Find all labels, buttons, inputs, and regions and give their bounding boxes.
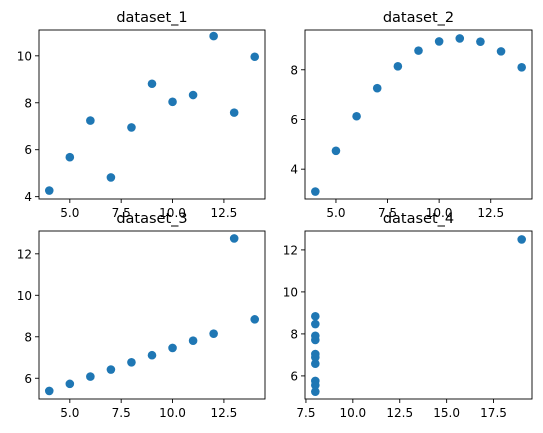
- subplot-3: dataset_3 5.0 7.5 10.0 12.5 6 8 10 12: [17, 211, 266, 420]
- subplot-4-x-tick-label: 12.5: [386, 406, 413, 420]
- subplot-4: dataset_4 7.5 10.0 12.5 15.0 17.5 6 8 10 12: [283, 211, 533, 420]
- subplot-4-data-point: [311, 359, 320, 369]
- subplot-2-y-tick-label: 8: [290, 63, 298, 77]
- subplot-1-data-point: [86, 116, 95, 125]
- subplot-4-data-point: [311, 352, 320, 362]
- subplot-4-data-point: [311, 380, 320, 390]
- subplot-1-x-tick-label: 7.5: [112, 206, 131, 220]
- subplot-1-data-point: [188, 90, 198, 100]
- subplot-4-data-point: [517, 235, 526, 244]
- subplot-3-data-point: [250, 315, 260, 324]
- subplot-4-data-point: [311, 311, 320, 321]
- subplot-4-x-tick-label: 10.0: [339, 406, 366, 420]
- subplot-2-data-point: [496, 47, 506, 56]
- subplot-2-x-tick-label: 10.0: [426, 206, 453, 220]
- subplot-3-y-tick-label: 10: [17, 289, 32, 303]
- subplot-3-y-tick-label: 8: [24, 330, 32, 344]
- subplot-3-data-point: [188, 336, 198, 346]
- subplot-3-data-point: [44, 386, 54, 396]
- subplot-1-data-point: [250, 52, 260, 62]
- subplot-2: dataset_2 5.0 7.5 10.0 12.5 4 6 8: [290, 10, 533, 220]
- subplot-2-data-point: [517, 62, 526, 72]
- subplot-3-axes-frame: [38, 230, 266, 400]
- subplot-3-data-point: [106, 365, 116, 374]
- subplot-1: dataset_1 5.0 7.5 10.0 12.5 4 6 8 10: [17, 10, 266, 220]
- subplot-1-data-point: [44, 186, 54, 195]
- subplot-1-y-tick-label: 4: [24, 190, 32, 204]
- subplot-4-data-point: [311, 331, 320, 341]
- subplot-4-y-tick-label: 6: [290, 369, 298, 383]
- subplot-3-y-tick-label: 12: [17, 247, 32, 261]
- subplot-1-y-tick-label: 8: [24, 96, 32, 110]
- subplot-1-data-point: [106, 173, 116, 182]
- subplot-4-x-tick-label: 17.5: [480, 406, 507, 420]
- subplot-1-x-tick-label: 5.0: [60, 206, 79, 220]
- subplot-4-title: dataset_4: [383, 211, 454, 227]
- subplot-4-x-tick-label: 7.5: [296, 406, 315, 420]
- subplot-1-data-point: [147, 79, 157, 89]
- subplot-4-y-tick-label: 12: [283, 243, 298, 257]
- subplot-3-data-point: [229, 234, 239, 243]
- subplot-2-x-tick-label: 12.5: [477, 206, 504, 220]
- subplot-3-title: dataset_3: [116, 211, 187, 227]
- subplot-1-y-tick-label: 10: [17, 49, 32, 63]
- subplot-1-data-point: [209, 31, 218, 41]
- subplot-1-x-tick-label: 12.5: [211, 206, 238, 220]
- subplot-4-data-point: [311, 319, 320, 329]
- subplot-2-data-point: [311, 187, 320, 196]
- subplot-4-data-point: [311, 387, 320, 396]
- subplot-2-data-point: [331, 146, 341, 156]
- subplot-2-data-point: [455, 34, 465, 43]
- subplot-2-data-point: [372, 83, 382, 93]
- subplot-3-data-point: [147, 350, 157, 360]
- subplot-1-x-tick-label: 10.0: [159, 206, 186, 220]
- subplot-1-data-point: [229, 108, 239, 117]
- subplot-3-data-point: [168, 343, 177, 353]
- subplot-3-x-tick-label: 5.0: [60, 406, 79, 420]
- subplot-2-data-point: [393, 61, 403, 71]
- subplot-2-x-tick-label: 5.0: [326, 206, 345, 220]
- subplot-1-data-point: [127, 123, 136, 132]
- subplot-2-data-point: [352, 111, 361, 121]
- subplot-2-y-tick-label: 4: [290, 163, 298, 177]
- subplot-2-data-point: [434, 37, 444, 46]
- subplot-3-data-point: [65, 379, 75, 389]
- subplot-1-title: dataset_1: [116, 10, 187, 26]
- subplot-1-y-tick-label: 6: [24, 143, 32, 157]
- subplot-4-axes-frame: [304, 230, 533, 400]
- subplot-3-y-tick-label: 6: [24, 372, 32, 386]
- subplot-2-data-point: [476, 37, 485, 46]
- subplot-3-data-point: [209, 329, 218, 338]
- subplot-4-y-tick-label: 10: [283, 285, 298, 299]
- subplot-3-x-tick-label: 10.0: [159, 406, 186, 420]
- subplot-4-x-tick-label: 15.0: [433, 406, 460, 420]
- subplot-3-data-point: [86, 372, 95, 381]
- subplot-2-title: dataset_2: [383, 10, 454, 26]
- subplot-1-axes-frame: [38, 29, 266, 200]
- subplot-1-data-point: [168, 97, 177, 107]
- subplot-2-data-point: [414, 46, 423, 55]
- subplot-2-x-tick-label: 7.5: [378, 206, 397, 220]
- subplot-4-y-tick-label: 8: [290, 327, 298, 341]
- subplot-3-data-point: [127, 357, 136, 367]
- subplot-3-x-tick-label: 7.5: [112, 406, 131, 420]
- subplot-2-axes-frame: [304, 29, 533, 200]
- subplot-2-y-tick-label: 6: [290, 113, 298, 127]
- subplot-1-data-point: [65, 152, 75, 162]
- subplot-3-x-tick-label: 12.5: [211, 406, 238, 420]
